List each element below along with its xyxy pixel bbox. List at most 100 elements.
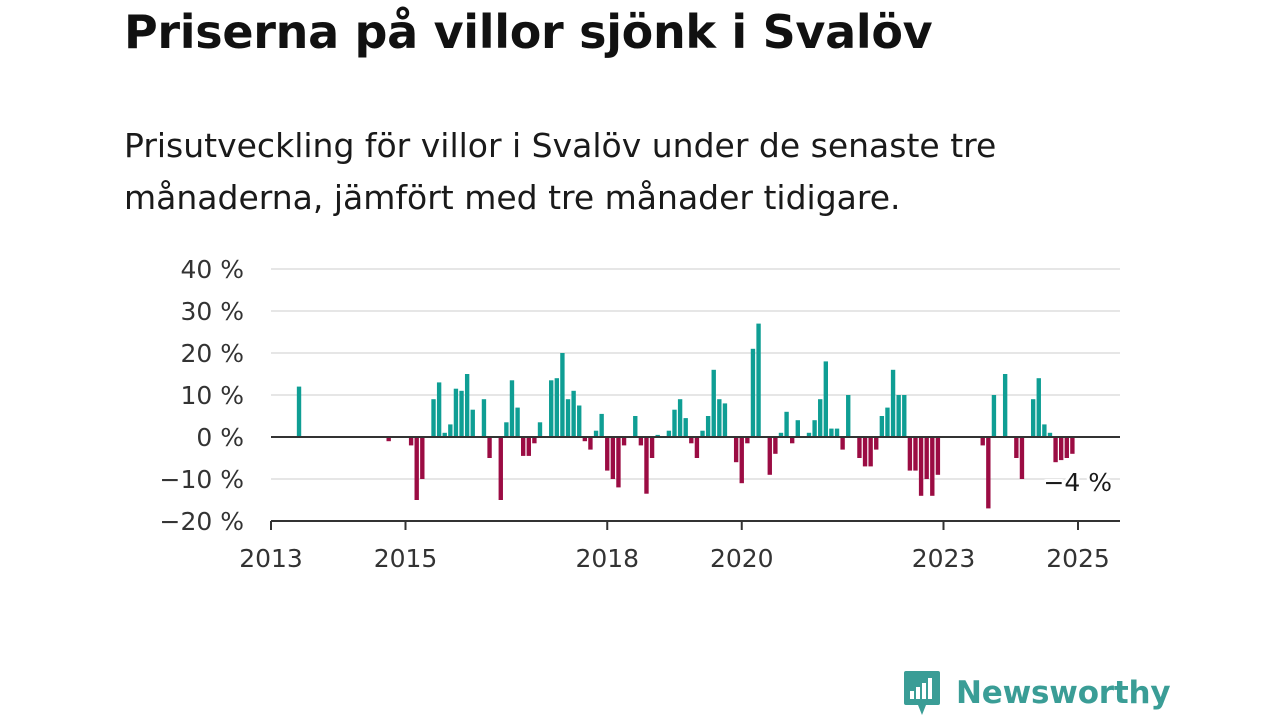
y-tick-label: 40 %	[180, 255, 244, 284]
data-bar	[1002, 374, 1008, 437]
data-bar	[672, 409, 677, 437]
data-bar	[610, 437, 616, 479]
data-bar	[638, 437, 644, 446]
data-bar	[694, 437, 700, 458]
data-bar	[459, 390, 464, 437]
data-bar	[862, 437, 868, 467]
data-bar	[790, 437, 795, 444]
data-bar	[504, 422, 509, 437]
data-bar	[829, 428, 834, 437]
data-bar	[907, 437, 913, 471]
brand-logo-area: Newsworthy	[902, 668, 1171, 718]
end-value-label: −4 %	[1043, 468, 1112, 497]
data-bar	[756, 323, 761, 437]
y-tick-label: 10 %	[180, 381, 244, 410]
data-bar	[1019, 437, 1025, 479]
data-bar	[481, 399, 487, 437]
data-bar	[1070, 437, 1075, 454]
data-bar	[834, 428, 840, 437]
data-bar	[431, 399, 436, 437]
data-bar	[1064, 437, 1069, 458]
data-bar	[1014, 437, 1019, 458]
x-tick-label: 2020	[710, 544, 774, 573]
data-bar	[868, 437, 873, 467]
data-bar	[705, 416, 711, 437]
data-bar	[902, 395, 907, 437]
data-bar	[840, 437, 845, 450]
data-bar	[733, 437, 739, 463]
data-bar	[655, 434, 660, 437]
data-bar	[666, 430, 672, 437]
y-tick-label: 30 %	[180, 297, 244, 326]
data-bar	[521, 437, 526, 456]
data-bar	[874, 437, 879, 450]
y-tick-label: 0 %	[196, 423, 244, 452]
data-bar	[509, 380, 515, 437]
data-bar	[846, 395, 851, 437]
end-value-halo: −4 %	[1043, 468, 1112, 497]
data-bar	[470, 409, 475, 437]
data-bar	[296, 386, 302, 437]
data-bar	[739, 437, 744, 484]
data-bar	[896, 395, 901, 437]
data-bar	[767, 437, 772, 475]
data-bar	[526, 437, 531, 456]
x-tick-label: 2018	[575, 544, 639, 573]
data-bar	[683, 418, 688, 437]
data-bar	[1053, 437, 1058, 463]
tick-labels: −20 % −10 % 0 % 10 % 20 % 30 % 40 % 2013 2015 201…	[160, 255, 1115, 573]
data-bar	[991, 395, 997, 437]
data-bar	[722, 403, 728, 437]
data-bar	[812, 420, 817, 437]
data-bar	[549, 380, 554, 437]
data-bar	[918, 437, 924, 496]
x-tick-label: 2015	[374, 544, 438, 573]
data-bar	[677, 399, 683, 437]
data-bar	[745, 437, 750, 444]
data-bar	[890, 369, 896, 437]
data-bar	[773, 437, 778, 454]
data-bar	[930, 437, 935, 496]
data-bar	[554, 378, 559, 437]
data-bar	[649, 437, 655, 458]
brand-name: Newsworthy	[956, 675, 1171, 711]
y-tick-label: −20 %	[160, 507, 244, 536]
data-bar	[616, 437, 621, 488]
chart-subtitle: Prisutveckling för villor i Svalöv under…	[124, 126, 997, 217]
data-bar	[448, 424, 453, 437]
data-bar	[689, 437, 694, 444]
data-bar	[487, 437, 492, 458]
data-bar	[532, 437, 537, 444]
data-bar	[515, 407, 520, 437]
data-bar	[588, 437, 593, 450]
data-bar	[560, 353, 565, 437]
bars	[296, 323, 1075, 509]
data-bar	[857, 437, 862, 458]
data-bar	[565, 399, 571, 437]
data-bar	[885, 407, 890, 437]
data-bar	[386, 437, 391, 442]
data-bar	[453, 388, 459, 437]
data-bar	[464, 374, 470, 437]
data-bar	[408, 437, 414, 446]
data-bar	[924, 437, 929, 479]
x-tick-label: 2013	[239, 544, 303, 573]
data-bar	[537, 422, 543, 437]
data-bar	[1030, 399, 1036, 437]
data-bar	[577, 405, 582, 437]
data-bar	[823, 361, 828, 437]
data-bar	[913, 437, 918, 471]
data-bar	[711, 369, 716, 437]
data-bar	[818, 399, 823, 437]
data-bar	[700, 430, 705, 437]
data-bar	[498, 437, 503, 500]
data-bar	[935, 437, 941, 475]
chart-bubble-icon	[904, 671, 940, 715]
data-bar	[778, 432, 784, 437]
data-bar	[1047, 432, 1053, 437]
data-bar	[621, 437, 627, 446]
data-bar	[1059, 437, 1064, 461]
data-bar	[1036, 378, 1041, 437]
x-tick-label: 2025	[1046, 544, 1110, 573]
